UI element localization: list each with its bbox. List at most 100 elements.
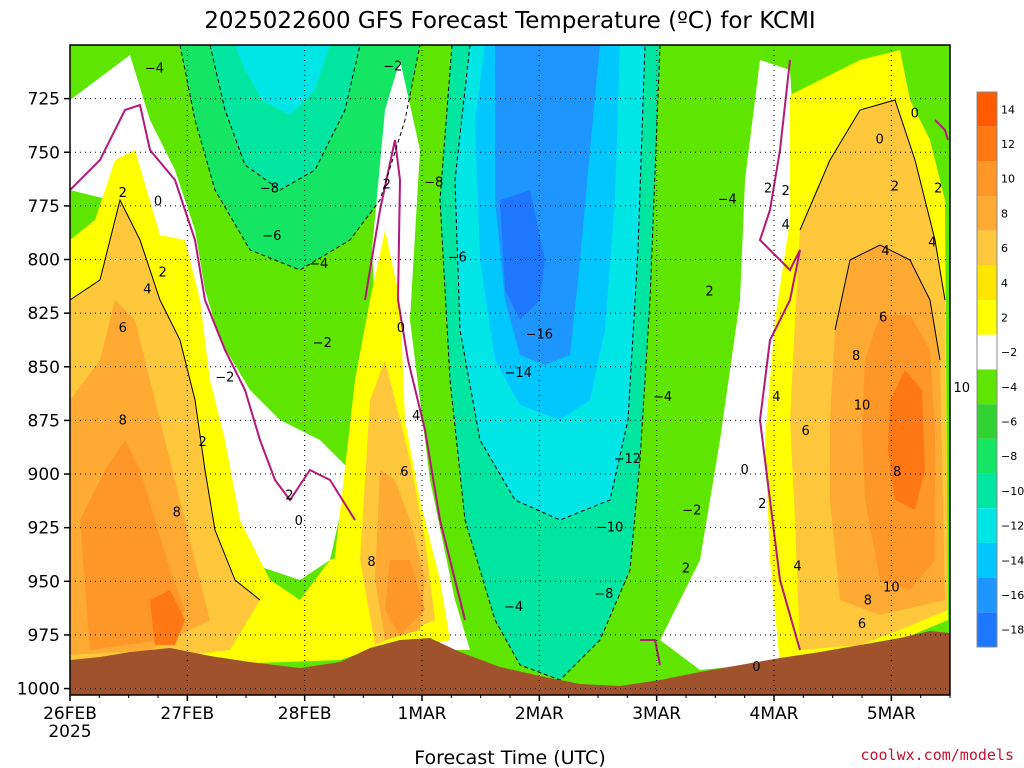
colorbar-swatch <box>977 92 997 127</box>
colorbar-swatch <box>977 473 997 509</box>
pos-contour-1 <box>70 198 261 601</box>
band-minus-18 <box>500 190 545 320</box>
contour-label: −14 <box>504 366 531 381</box>
y-tick-label: 800 <box>28 251 60 271</box>
x-tick-label: 27FEB <box>160 704 214 724</box>
x-tick-label: 28FEB <box>278 704 332 724</box>
zero-contour-left <box>70 103 356 521</box>
contour-label: 8 <box>367 555 375 570</box>
colorbar-swatch <box>977 126 997 162</box>
y-tick-label: 975 <box>28 626 60 646</box>
contour-label: 4 <box>412 409 420 424</box>
band-zero-right <box>660 60 800 670</box>
colorbar-swatch <box>977 438 997 474</box>
zero-contour-small <box>640 639 661 666</box>
y-tick-label: 900 <box>28 465 60 485</box>
colorbar-label: −8 <box>1001 450 1017 463</box>
colorbar-swatch <box>977 334 997 370</box>
colorbar-label: 14 <box>1001 103 1015 116</box>
contour-label: −4 <box>504 600 523 615</box>
contour-label: 0 <box>752 660 760 675</box>
contour-label: 2 <box>383 177 391 192</box>
grid <box>70 45 950 695</box>
colorbar-swatch <box>977 612 997 647</box>
contour-label: 8 <box>893 465 901 480</box>
zero-contour-right <box>758 59 801 651</box>
contour-label: −2 <box>682 504 701 519</box>
colorbar-label: −6 <box>1001 416 1017 429</box>
y-tick-label: 875 <box>28 411 60 431</box>
contour-label: −4 <box>145 62 164 77</box>
contour-label: 8 <box>864 594 872 609</box>
temperature-field <box>70 45 950 695</box>
y-tick-label: 925 <box>28 519 60 539</box>
contour-label: 2 <box>758 497 766 512</box>
colorbar-label: 10 <box>1001 173 1015 186</box>
contour-label: 2 <box>891 180 899 195</box>
contour-label: 0 <box>295 514 303 529</box>
x-axis: 26FEB 27FEB 28FEB 1MAR 2MAR 3MAR 4MAR 5MAR <box>43 695 951 724</box>
colorbar-frame <box>976 91 998 648</box>
contour-label: 2 <box>682 561 690 576</box>
neg-contour-4 <box>179 45 421 271</box>
colorbar-label: −18 <box>1001 624 1024 637</box>
x-tick-label: 3MAR <box>632 704 681 724</box>
contour-label: 4 <box>143 283 151 298</box>
contour-label: −8 <box>260 182 279 197</box>
contour-label: 6 <box>400 465 408 480</box>
colorbar-swatch <box>977 300 997 335</box>
contour-label: 2 <box>934 182 942 197</box>
colorbar-label: 6 <box>1001 242 1008 255</box>
contour-label: 4 <box>772 390 780 405</box>
y-tick-label: 750 <box>28 143 60 163</box>
y-axis: 725 750 775 800 825 850 875 900 925 950 975 1000 <box>17 90 70 700</box>
colorbar-swatch <box>977 161 997 197</box>
contour-label: −12 <box>614 452 641 467</box>
band-plus-10-left <box>150 590 185 645</box>
contour-label: 2 <box>782 184 790 199</box>
colorbar-swatch <box>977 369 997 405</box>
contour-label: 2 <box>159 265 167 280</box>
contour-label: −4 <box>309 257 328 272</box>
contour-label: 4 <box>928 235 936 250</box>
y-tick-label: 950 <box>28 572 60 592</box>
contour-label: 2 <box>705 285 713 300</box>
colorbar-label: −4 <box>1001 381 1017 394</box>
contour-label: 8 <box>119 413 127 428</box>
zero-contour-far-right <box>934 119 949 141</box>
x-tick-label: 26FEB <box>43 704 97 724</box>
contour-label: 10 <box>883 581 900 596</box>
contour-labels: −4 −2 −8 −6 −4 −2 −2 −8 −6 −16 −14 −12 −10 −8 −4 −4 −4 2 −… <box>119 59 970 675</box>
contour-label: 4 <box>881 244 889 259</box>
x-tick-label: 2MAR <box>515 704 564 724</box>
contour-label: −6 <box>262 229 281 244</box>
contour-label: −10 <box>596 521 623 536</box>
contour-label: 8 <box>173 506 181 521</box>
contour-label: 2 <box>764 182 772 197</box>
contour-label: 6 <box>879 310 887 325</box>
y-tick-label: 1000 <box>17 680 60 700</box>
contour-label: 8 <box>852 349 860 364</box>
colorbar-swatch <box>977 230 997 266</box>
y-tick-label: 725 <box>28 90 60 110</box>
contour-label: 0 <box>911 107 919 122</box>
neg-contour-2 <box>439 45 661 681</box>
x-tick-label: 1MAR <box>398 704 447 724</box>
credit-link[interactable]: coolwx.com/models <box>860 746 1014 764</box>
contour-label: 10 <box>953 381 970 396</box>
y-tick-label: 775 <box>28 197 60 217</box>
contour-label: 4 <box>782 218 790 233</box>
pos-contour-2 <box>799 99 946 301</box>
colorbar-label: −12 <box>1001 520 1024 533</box>
contour-label: 0 <box>154 195 162 210</box>
colorbar-label: −14 <box>1001 554 1024 567</box>
x-year-label: 2025 <box>48 722 91 742</box>
colorbar-label: 12 <box>1001 138 1015 151</box>
band-plus-10-right <box>888 370 925 510</box>
colorbar-swatch <box>977 508 997 543</box>
contour-label: −4 <box>653 390 672 405</box>
colorbar-label: 4 <box>1001 277 1008 290</box>
chart-title: 2025022600 GFS Forecast Temperature (ºC)… <box>204 8 815 34</box>
contour-label: 2 <box>198 435 206 450</box>
x-tick-label: 5MAR <box>867 704 916 724</box>
